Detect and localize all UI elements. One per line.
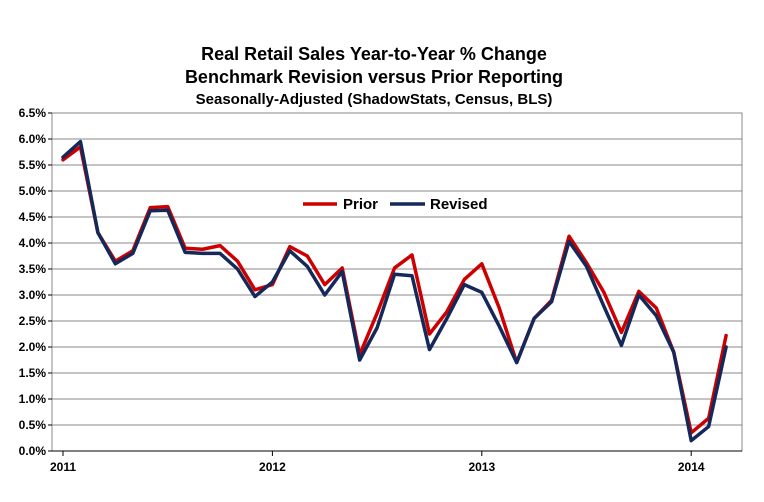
legend-label-revised: Revised [430, 196, 488, 213]
y-tick-label: 4.5% [19, 210, 47, 224]
y-tick-label: 4.0% [19, 236, 47, 250]
y-axis: 0.0% 0.5% 1.0% 1.5% 2.0% 2.5% 3.0% 3.5% 4.0% 4.5%… [19, 106, 52, 458]
y-tick-label: 2.0% [19, 340, 47, 354]
y-tick-label: 5.0% [19, 184, 47, 198]
x-tick-label: 2013 [468, 460, 495, 474]
y-tick-label: 5.5% [19, 158, 47, 172]
y-tick-label: 3.0% [19, 288, 47, 302]
y-tick-label: 1.5% [19, 366, 47, 380]
chart-subtitle: Benchmark Revision versus Prior Reportin… [185, 67, 563, 87]
y-tick-label: 2.5% [19, 314, 47, 328]
y-tick-label: 0.5% [19, 418, 47, 432]
y-tick-label: 6.5% [19, 106, 47, 120]
series-lines [61, 139, 728, 443]
y-tick-label: 1.0% [19, 392, 47, 406]
y-tick-label: 6.0% [19, 132, 47, 146]
y-tick-label: 0.0% [19, 444, 47, 458]
x-tick-label: 2011 [50, 460, 76, 474]
x-tick-label: 2012 [259, 460, 286, 474]
y-tick-label: 3.5% [19, 262, 47, 276]
x-axis: 2011 2012 2013 2014 [50, 450, 742, 474]
legend-label-prior: Prior [343, 196, 378, 213]
chart-subtitle-source: Seasonally-Adjusted (ShadowStats, Census… [196, 91, 553, 108]
legend: Prior Revised [303, 196, 488, 213]
chart-title: Real Retail Sales Year-to-Year % Change [201, 44, 547, 64]
x-tick-label: 2014 [678, 460, 705, 474]
series-line-revised [61, 139, 728, 443]
